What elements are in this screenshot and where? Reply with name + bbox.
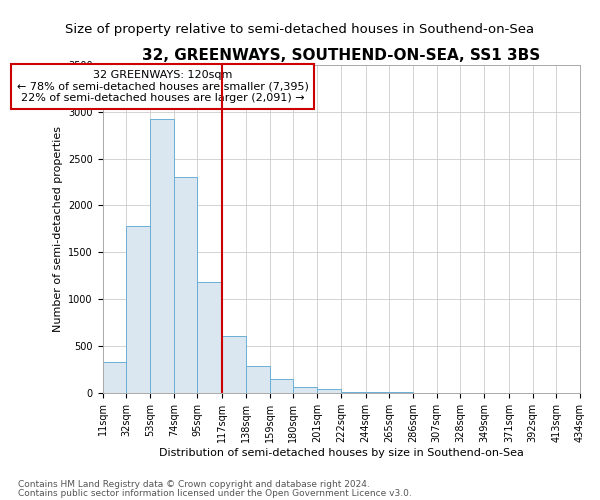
Bar <box>150 120 174 392</box>
Bar <box>197 282 222 393</box>
X-axis label: Distribution of semi-detached houses by size in Southend-on-Sea: Distribution of semi-detached houses by … <box>159 448 524 458</box>
Y-axis label: Number of semi-detached properties: Number of semi-detached properties <box>53 126 62 332</box>
Bar <box>174 178 197 392</box>
Text: Size of property relative to semi-detached houses in Southend-on-Sea: Size of property relative to semi-detach… <box>65 22 535 36</box>
Bar <box>269 379 293 392</box>
Text: Contains public sector information licensed under the Open Government Licence v3: Contains public sector information licen… <box>18 488 412 498</box>
Bar <box>222 336 246 392</box>
Bar <box>317 389 341 392</box>
Text: 32 GREENWAYS: 120sqm
← 78% of semi-detached houses are smaller (7,395)
22% of se: 32 GREENWAYS: 120sqm ← 78% of semi-detac… <box>17 70 308 103</box>
Title: 32, GREENWAYS, SOUTHEND-ON-SEA, SS1 3BS: 32, GREENWAYS, SOUTHEND-ON-SEA, SS1 3BS <box>142 48 541 62</box>
Bar <box>103 362 127 392</box>
Text: Contains HM Land Registry data © Crown copyright and database right 2024.: Contains HM Land Registry data © Crown c… <box>18 480 370 489</box>
Bar <box>246 366 269 392</box>
Bar <box>293 386 317 392</box>
Bar <box>127 226 150 392</box>
